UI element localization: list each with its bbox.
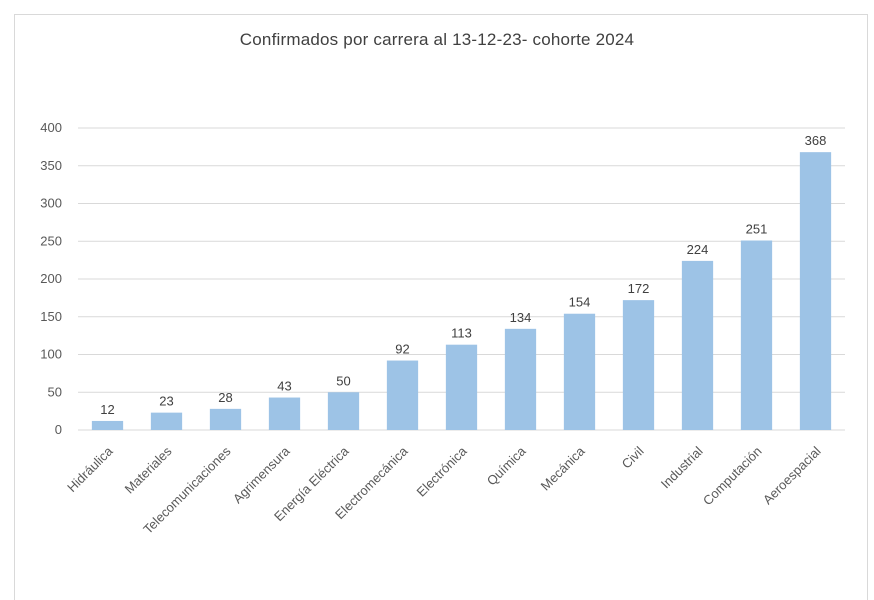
bar	[209, 408, 242, 430]
data-label: 28	[218, 390, 232, 405]
bar	[150, 412, 183, 430]
data-label: 134	[510, 310, 532, 325]
category-label: Computación	[700, 444, 765, 509]
y-tick-label: 50	[48, 384, 62, 399]
y-tick-label: 0	[55, 422, 62, 437]
category-label: Agrimensura	[230, 443, 293, 506]
bar	[445, 344, 478, 430]
data-label: 50	[336, 373, 350, 388]
y-tick-label: 200	[40, 271, 62, 286]
bar	[268, 397, 301, 430]
chart-title: Confirmados por carrera al 13-12-23- coh…	[239, 30, 635, 49]
data-label: 224	[687, 242, 709, 257]
chart-frame	[14, 14, 868, 600]
data-label: 154	[569, 295, 591, 310]
category-label: Civil	[619, 443, 647, 471]
category-label: Materiales	[122, 443, 175, 496]
bar	[740, 240, 773, 430]
data-label: 23	[159, 394, 173, 409]
bar	[622, 300, 655, 430]
bar	[91, 420, 124, 430]
category-label: Química	[484, 443, 529, 488]
y-tick-label: 100	[40, 347, 62, 362]
data-label: 92	[395, 342, 409, 357]
category-label: Aeroespacial	[760, 443, 824, 507]
data-label: 12	[100, 402, 114, 417]
data-label: 251	[746, 221, 768, 236]
data-label: 172	[628, 281, 650, 296]
y-tick-label: 400	[40, 120, 62, 135]
y-tick-label: 300	[40, 196, 62, 211]
data-label: 113	[451, 326, 472, 341]
data-label: 368	[805, 133, 827, 148]
bar	[563, 313, 596, 430]
y-tick-label: 350	[40, 158, 62, 173]
y-tick-label: 250	[40, 233, 62, 248]
category-label: Industrial	[658, 443, 706, 491]
category-label: Electrónica	[414, 443, 471, 500]
bar	[681, 260, 714, 430]
bar	[327, 392, 360, 430]
y-tick-label: 150	[40, 309, 62, 324]
bar	[799, 152, 832, 430]
bar	[504, 328, 537, 430]
bar	[386, 360, 419, 430]
data-label: 43	[277, 379, 291, 394]
category-label: Mecánica	[538, 443, 588, 493]
category-label: Hidráulica	[64, 443, 116, 495]
